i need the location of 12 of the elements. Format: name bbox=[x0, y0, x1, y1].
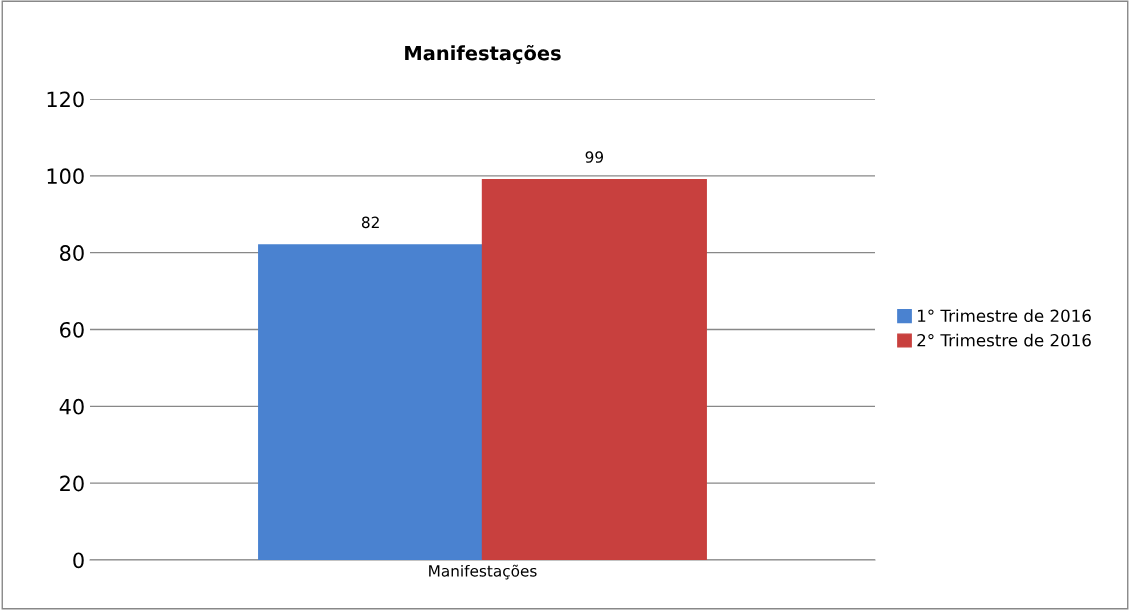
y-tick-label: 20 bbox=[60, 475, 84, 492]
y-tick-label: 120 bbox=[47, 91, 84, 108]
legend-label: 1° Trimestre de 2016 bbox=[918, 309, 1091, 323]
chart-title: Manifestações bbox=[405, 44, 561, 64]
y-tick-label: 60 bbox=[60, 321, 84, 338]
y-tick-label: 100 bbox=[47, 168, 84, 185]
y-tick-label: 40 bbox=[59, 398, 84, 415]
y-tick-label: 0 bbox=[73, 552, 84, 569]
y-tick-label: 80 bbox=[60, 245, 84, 261]
data-label: 82 bbox=[361, 216, 379, 229]
legend-label: 2° Trimestre de 2016 bbox=[917, 333, 1091, 347]
data-label: 99 bbox=[585, 151, 604, 163]
